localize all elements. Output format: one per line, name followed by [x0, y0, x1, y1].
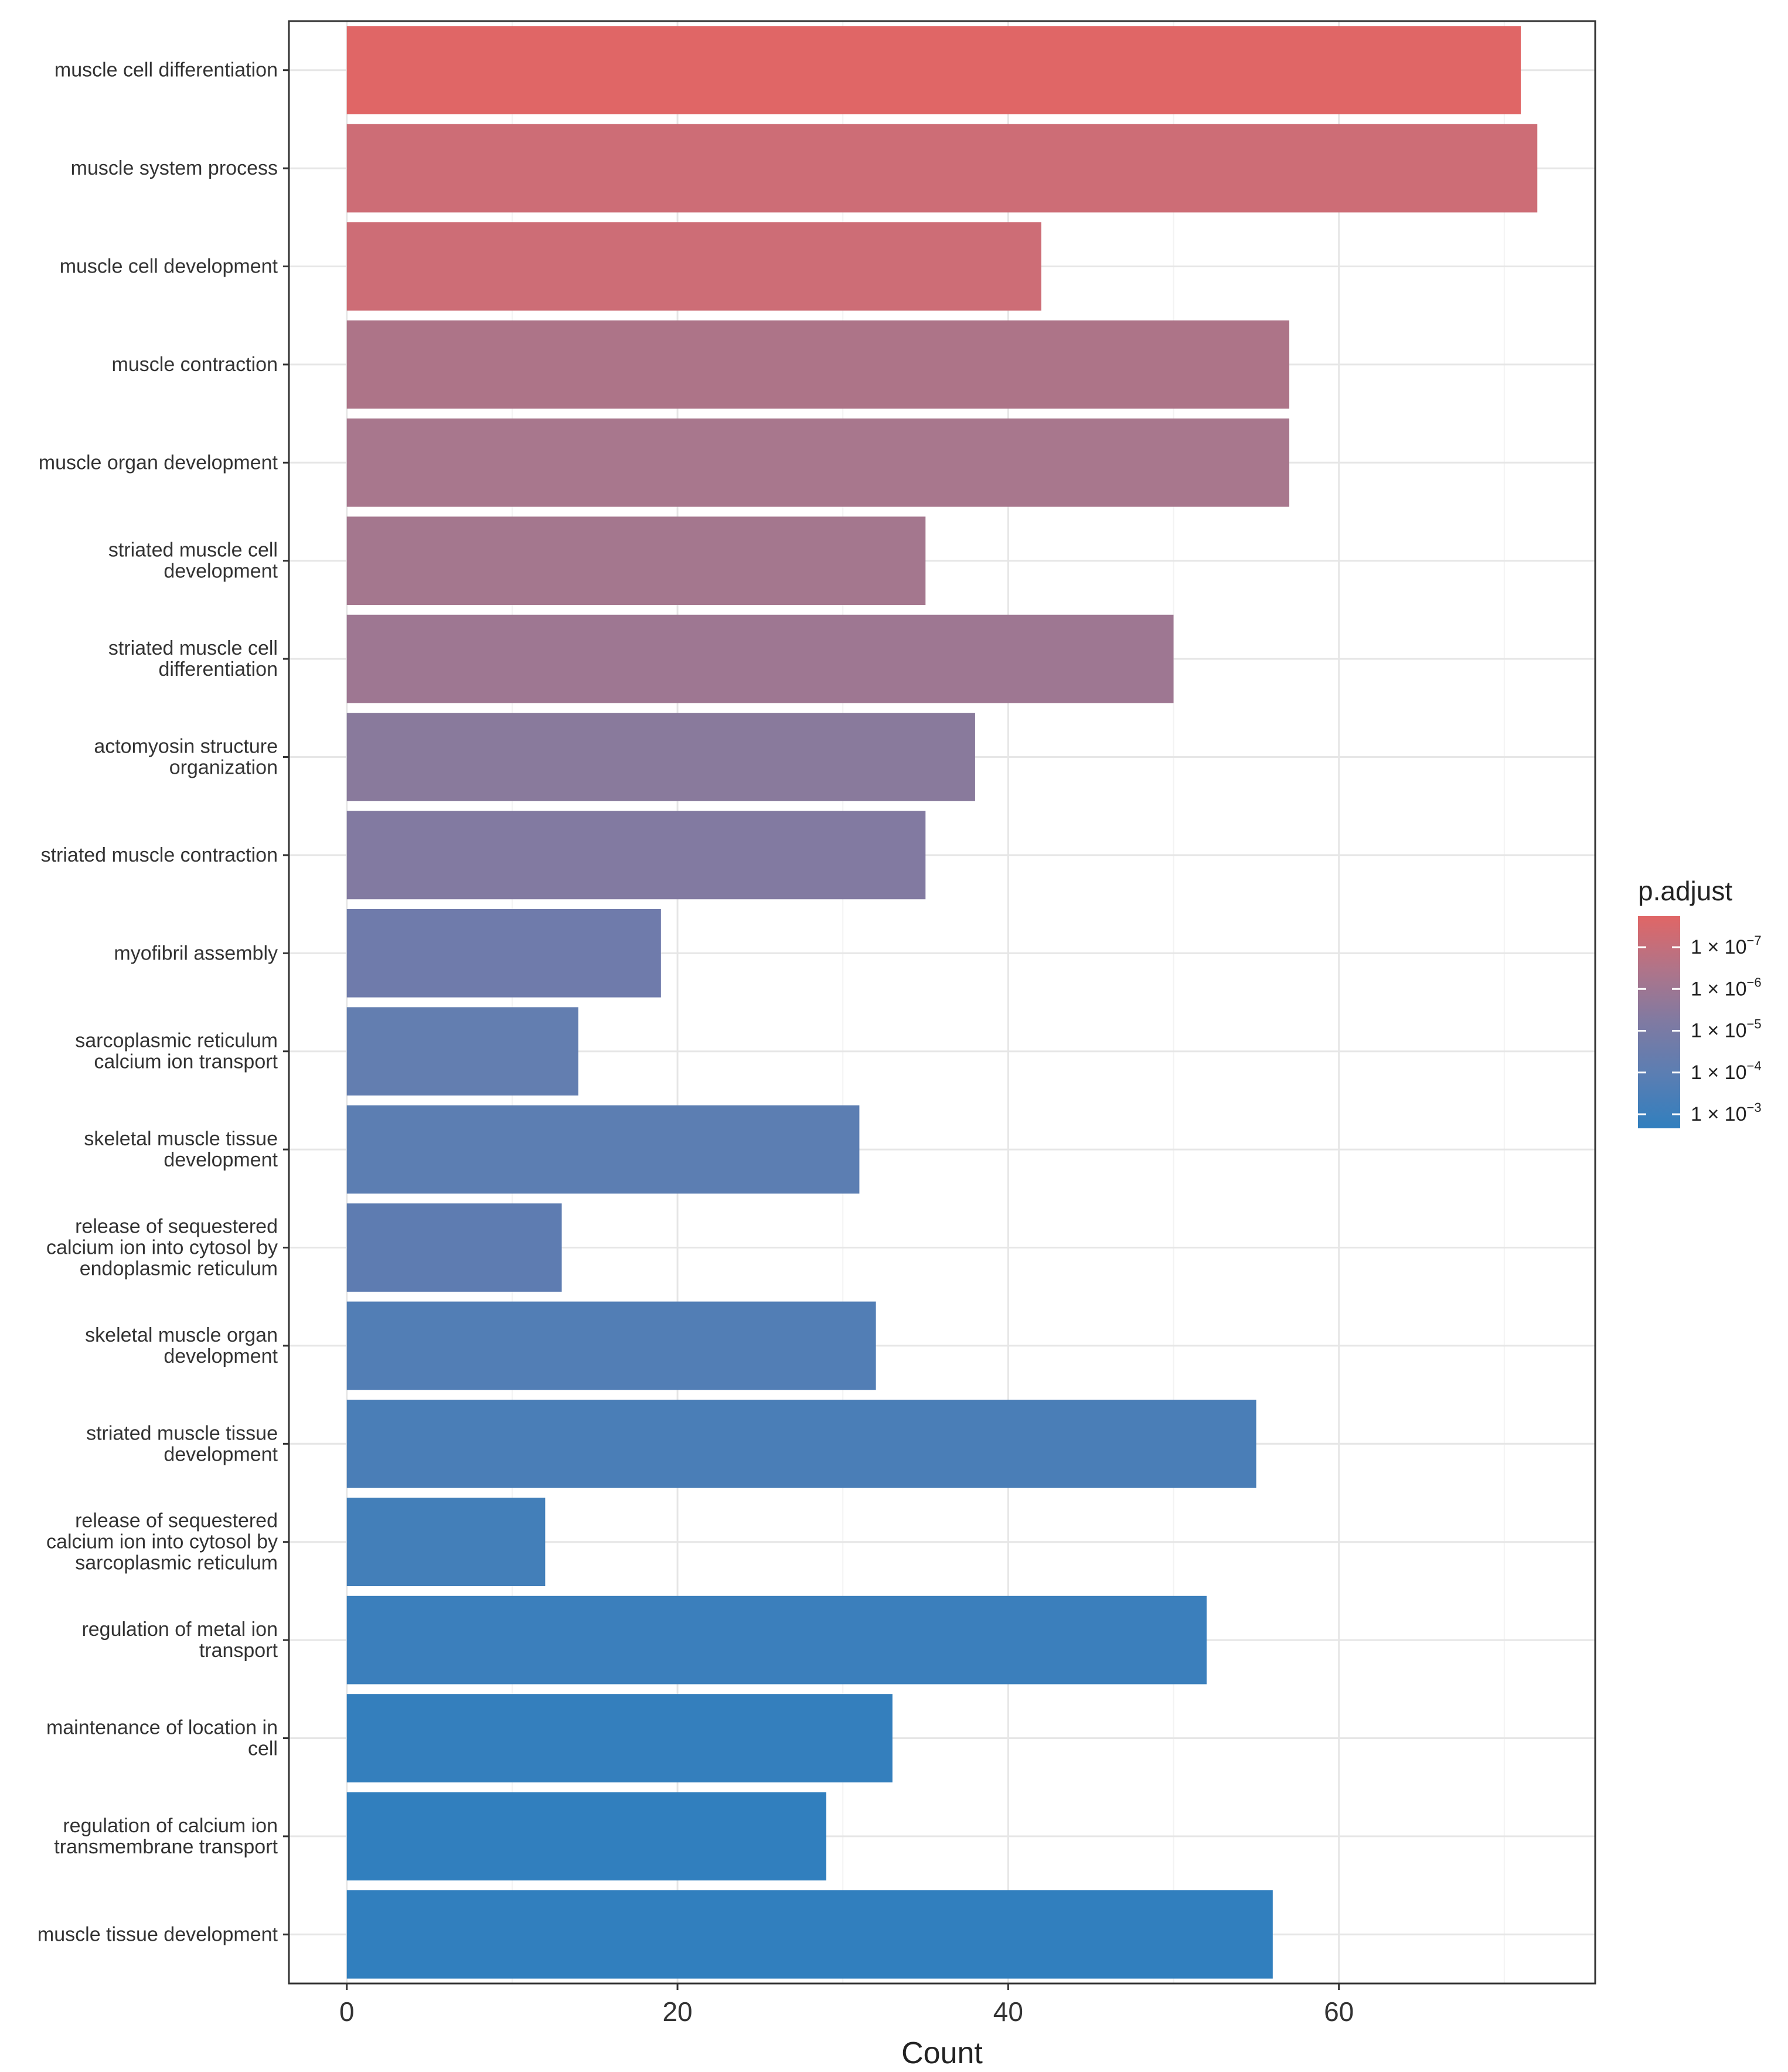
bar	[346, 222, 1041, 311]
bar	[346, 1792, 826, 1881]
bar	[346, 1007, 578, 1096]
legend-label: 1 × 10−6	[1691, 975, 1762, 1001]
bar	[346, 811, 926, 900]
y-tick-label: actomyosin structure	[94, 736, 278, 758]
y-tick-label: differentiation	[158, 658, 278, 681]
x-tick-label: 40	[993, 1996, 1023, 2027]
y-tick-label: calcium ion into cytosol by	[46, 1237, 278, 1259]
bar	[346, 26, 1521, 115]
y-tick-label: maintenance of location in	[46, 1717, 278, 1739]
bar	[346, 614, 1174, 703]
y-tick-label: myofibril assembly	[114, 942, 278, 964]
y-tick-label: striated muscle tissue	[86, 1422, 278, 1444]
bar	[346, 1301, 876, 1390]
y-tick-label: striated muscle cell	[108, 539, 278, 562]
y-tick-label: release of sequestered	[75, 1510, 278, 1532]
x-tick-label: 0	[339, 1996, 355, 2027]
panel-border	[288, 20, 1596, 1985]
y-tick-label: development	[164, 1345, 278, 1367]
y-tick-label: development	[164, 560, 278, 583]
y-tick-label: muscle cell differentiation	[55, 59, 278, 81]
y-tick-label: muscle cell development	[60, 256, 278, 278]
y-tick-label: striated muscle cell	[108, 637, 278, 659]
y-tick-label: organization	[169, 757, 278, 779]
bar	[346, 1595, 1207, 1685]
bar	[346, 1105, 860, 1194]
y-tick-label: regulation of calcium ion	[63, 1815, 278, 1837]
y-tick-label: transport	[199, 1639, 278, 1662]
legend-label: 1 × 10−3	[1691, 1100, 1762, 1126]
bar	[346, 713, 975, 801]
bar	[346, 1498, 546, 1587]
y-tick-label: sarcoplasmic reticulum	[75, 1030, 278, 1052]
x-tick-label: 60	[1324, 1996, 1354, 2027]
bar	[346, 909, 661, 998]
y-tick-label: development	[164, 1443, 278, 1465]
y-tick-label: development	[164, 1149, 278, 1171]
bar	[346, 516, 926, 605]
y-tick-label: calcium ion into cytosol by	[46, 1531, 278, 1553]
y-tick-label: muscle system process	[71, 157, 278, 179]
bar	[346, 1399, 1256, 1488]
y-tick-label: calcium ion transport	[94, 1051, 278, 1073]
x-axis: 0 20 40 60	[339, 1983, 1354, 2027]
x-tick-label: 20	[662, 1996, 692, 2027]
bar	[346, 124, 1538, 213]
y-tick-label: regulation of metal ion	[81, 1618, 278, 1641]
y-tick-label: transmembrane transport	[54, 1836, 278, 1858]
y-tick-label: skeletal muscle tissue	[84, 1128, 278, 1150]
legend-label: 1 × 10−7	[1691, 933, 1762, 959]
y-tick-label: muscle tissue development	[38, 1923, 278, 1945]
bar-layer	[346, 26, 1538, 1979]
y-tick-label: endoplasmic reticulum	[80, 1258, 278, 1280]
legend: p.adjust 1 × 10−7 1 × 10−6 1 × 10−5 1 × 10−…	[1638, 876, 1762, 1128]
y-tick-label: muscle organ development	[39, 451, 278, 474]
y-tick-label: cell	[248, 1738, 278, 1760]
bar	[346, 418, 1290, 507]
y-axis-labels: muscle cell differentiation muscle system…	[38, 59, 289, 1945]
legend-label: 1 × 10−5	[1691, 1016, 1762, 1042]
bar	[346, 320, 1290, 409]
y-tick-label: sarcoplasmic reticulum	[75, 1552, 278, 1574]
bar	[346, 1203, 562, 1292]
y-tick-label: release of sequestered	[75, 1216, 278, 1238]
y-tick-label: striated muscle contraction	[41, 844, 278, 866]
legend-title: p.adjust	[1638, 876, 1732, 906]
x-axis-title: Count	[901, 2036, 983, 2070]
legend-label: 1 × 10−4	[1691, 1058, 1762, 1084]
y-tick-label: muscle contraction	[112, 353, 278, 376]
bar	[346, 1890, 1273, 1979]
legend-colorbar	[1638, 916, 1680, 1128]
y-tick-label: skeletal muscle organ	[85, 1324, 278, 1346]
bar	[346, 1694, 893, 1782]
